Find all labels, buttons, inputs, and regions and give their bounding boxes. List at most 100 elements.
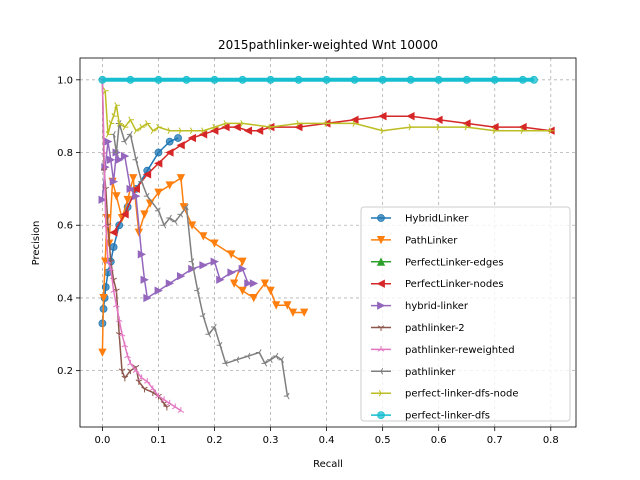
data-point-pathlinker — [123, 195, 132, 205]
data-point-perfect-linker-dfs-node — [548, 127, 555, 135]
data-point-perfect-linker-dfs-node — [103, 87, 109, 95]
data-point-hybridlinker — [165, 137, 174, 146]
x-tick-label: 0.5 — [375, 435, 391, 446]
data-point-perfect-linker-dfs-node — [108, 120, 115, 127]
data-point-perfectlinker-nodes — [254, 126, 264, 135]
data-point-pathlinker — [244, 352, 251, 360]
data-point-pathlinker-2 — [163, 404, 171, 411]
y-tick-label: 0.6 — [57, 221, 73, 232]
legend-label: hybrid-linker — [405, 301, 469, 312]
data-point-pathlinker-reweighted — [115, 316, 123, 322]
data-point-pathlinker-2 — [121, 375, 129, 382]
legend-label: PerfectLinker-nodes — [405, 279, 504, 290]
data-point-perfect-linker-dfs — [434, 75, 443, 84]
data-point-pathlinker — [222, 360, 228, 367]
data-point-perfectlinker-nodes — [434, 115, 443, 124]
data-point-pathlinker-reweighted — [177, 407, 185, 413]
data-point-pathlinker — [300, 308, 309, 317]
data-point-pathlinker-reweighted — [149, 385, 157, 392]
legend-swatch-marker — [377, 411, 385, 420]
legend-entry-pathlinker-reweighted: pathlinker-reweighted — [371, 345, 515, 356]
data-point-perfect-linker-dfs-node — [150, 127, 157, 135]
data-point-pathlinker — [238, 286, 247, 296]
legend-swatch-marker — [376, 235, 386, 245]
data-point-perfect-linker-dfs — [210, 75, 219, 84]
data-point-perfect-linker-dfs-node — [268, 123, 275, 131]
data-point-perfectlinker-nodes — [462, 119, 471, 128]
data-point-pathlinker — [272, 301, 281, 310]
data-point-perfect-linker-dfs — [238, 75, 247, 84]
legend-entry-perfect-linker-dfs-node: perfect-linker-dfs-node — [371, 389, 519, 400]
data-point-hybrid-linker — [165, 279, 175, 288]
data-point-perfect-linker-dfs — [530, 75, 538, 84]
data-point-hybrid-linker — [238, 264, 247, 274]
legend-label: pathlinker-2 — [405, 323, 465, 334]
x-tick-label: 0.7 — [487, 435, 503, 446]
data-point-perfect-linker-dfs — [350, 75, 359, 84]
data-point-pathlinker — [272, 352, 279, 360]
data-point-hybrid-linker — [249, 279, 259, 288]
data-point-pathlinker — [98, 348, 107, 357]
data-point-pathlinker-reweighted — [118, 330, 126, 337]
data-point-perfect-linker-dfs-node — [324, 120, 331, 127]
data-point-perfect-linker-dfs-node — [122, 123, 129, 131]
x-axis-ticks: 0.0 0.1 0.2 0.3 0.4 0.5 0.6 0.7 0.8 — [94, 427, 559, 446]
data-point-hybrid-linker — [126, 184, 135, 194]
data-point-perfect-linker-dfs — [378, 75, 387, 84]
data-point-hybrid-linker — [244, 279, 253, 288]
data-point-perfect-linker-dfs-node — [128, 116, 134, 124]
data-point-perfectlinker-nodes — [406, 112, 415, 121]
data-point-pathlinker — [143, 192, 150, 200]
data-point-pathlinker-reweighted — [132, 367, 140, 373]
legend-label: pathlinker — [405, 367, 456, 378]
y-tick-label: 0.2 — [57, 366, 73, 377]
data-point-perfect-linker-dfs-node — [380, 127, 387, 135]
data-point-pathlinker-reweighted — [100, 149, 108, 155]
data-point-perfect-linker-dfs-node — [212, 123, 219, 131]
data-point-hybrid-linker — [132, 192, 141, 201]
series-perfect-linker-dfs-node — [103, 87, 555, 138]
data-point-pathlinker — [112, 192, 121, 201]
data-point-perfect-linker-dfs-node — [133, 127, 140, 135]
data-point-pathlinker — [177, 211, 184, 218]
data-point-perfect-linker-dfs — [294, 75, 303, 84]
data-point-perfectlinker-nodes — [243, 126, 253, 135]
legend-frame — [360, 206, 571, 422]
data-point-perfect-linker-dfs-node — [436, 123, 443, 131]
data-point-pathlinker-2 — [135, 379, 143, 386]
legend-swatch-marker — [377, 325, 385, 331]
data-point-perfect-linker-dfs-node — [408, 123, 415, 131]
data-point-perfect-linker-dfs-node — [105, 131, 112, 138]
data-point-pathlinker — [126, 131, 133, 138]
data-point-perfect-linker-dfs-node — [117, 120, 123, 127]
data-point-pathlinker — [205, 331, 212, 338]
data-point-hybrid-linker — [227, 268, 236, 277]
legend-swatch-marker — [377, 214, 385, 222]
plot-frame — [79, 57, 577, 428]
x-tick-label: 0.4 — [319, 435, 335, 446]
data-point-perfect-linker-dfs — [266, 75, 275, 84]
legend-label: PathLinker — [405, 235, 458, 246]
data-point-hybrid-linker — [143, 293, 152, 303]
data-point-pathlinker — [187, 221, 197, 230]
data-point-pathlinker — [227, 250, 236, 259]
data-point-pathlinker-2 — [127, 368, 134, 375]
data-point-pathlinker — [194, 287, 200, 294]
data-point-pathlinker — [121, 138, 128, 145]
data-point-perfect-linker-dfs — [490, 75, 499, 84]
data-point-pathlinker-reweighted — [138, 374, 145, 381]
data-point-perfect-linker-dfs-node — [167, 127, 174, 135]
data-point-pathlinker — [140, 210, 149, 219]
data-point-hybrid-linker — [210, 257, 219, 266]
data-point-pathlinker — [154, 207, 161, 214]
series-perfectlinker-nodes — [109, 112, 555, 237]
data-point-pathlinker — [199, 312, 206, 320]
data-point-pathlinker-reweighted — [143, 378, 151, 384]
legend-entry-pathlinker-2: pathlinker-2 — [371, 323, 465, 334]
legend-label: perfect-linker-dfs-node — [405, 389, 519, 400]
x-tick-label: 0.0 — [94, 435, 110, 446]
legend-swatch-marker — [376, 257, 386, 266]
data-point-hybrid-linker — [199, 261, 208, 270]
data-point-pathlinker-reweighted — [124, 352, 131, 359]
data-point-hybridlinker — [154, 148, 163, 157]
